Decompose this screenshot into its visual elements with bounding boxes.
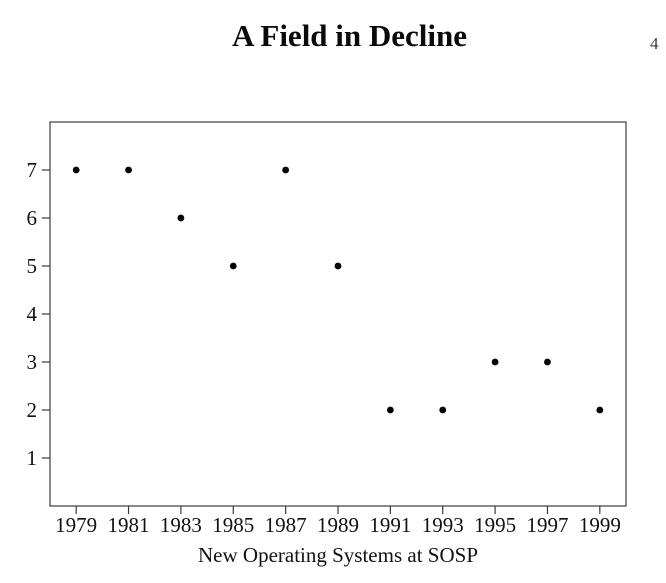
data-point — [229, 262, 237, 270]
x-tick-label: 1979 — [55, 513, 97, 537]
chart-title: A Field in Decline — [231, 18, 468, 53]
x-tick-label: 1999 — [579, 513, 621, 537]
data-point — [177, 214, 185, 222]
y-tick-label: 1 — [27, 446, 38, 470]
x-tick-label: 1985 — [212, 513, 254, 537]
data-point — [72, 166, 80, 174]
x-axis-label: New Operating Systems at SOSP — [198, 543, 478, 567]
y-tick-label: 2 — [27, 398, 38, 422]
data-point — [282, 166, 290, 174]
x-tick-label: 1995 — [474, 513, 516, 537]
x-tick-label: 1983 — [160, 513, 202, 537]
page-number: 4 — [650, 34, 659, 53]
data-point — [386, 406, 394, 414]
data-point — [491, 358, 499, 366]
data-point — [125, 166, 132, 174]
data-point — [334, 262, 342, 270]
y-tick-label: 3 — [27, 350, 38, 374]
data-point — [596, 406, 604, 414]
y-tick-label: 6 — [27, 206, 38, 230]
x-tick-label: 1991 — [369, 513, 411, 537]
data-point — [544, 358, 551, 366]
plot-frame — [49, 121, 627, 507]
y-tick-label: 7 — [27, 158, 38, 182]
x-tick-label: 1989 — [317, 513, 359, 537]
x-tick-label: 1993 — [422, 513, 464, 537]
x-tick-label: 1987 — [265, 513, 307, 537]
x-tick-label: 1981 — [108, 513, 150, 537]
x-tick-label: 1997 — [526, 513, 568, 537]
data-point — [439, 406, 447, 414]
y-tick-label: 4 — [27, 302, 38, 326]
y-tick-label: 5 — [27, 254, 38, 278]
